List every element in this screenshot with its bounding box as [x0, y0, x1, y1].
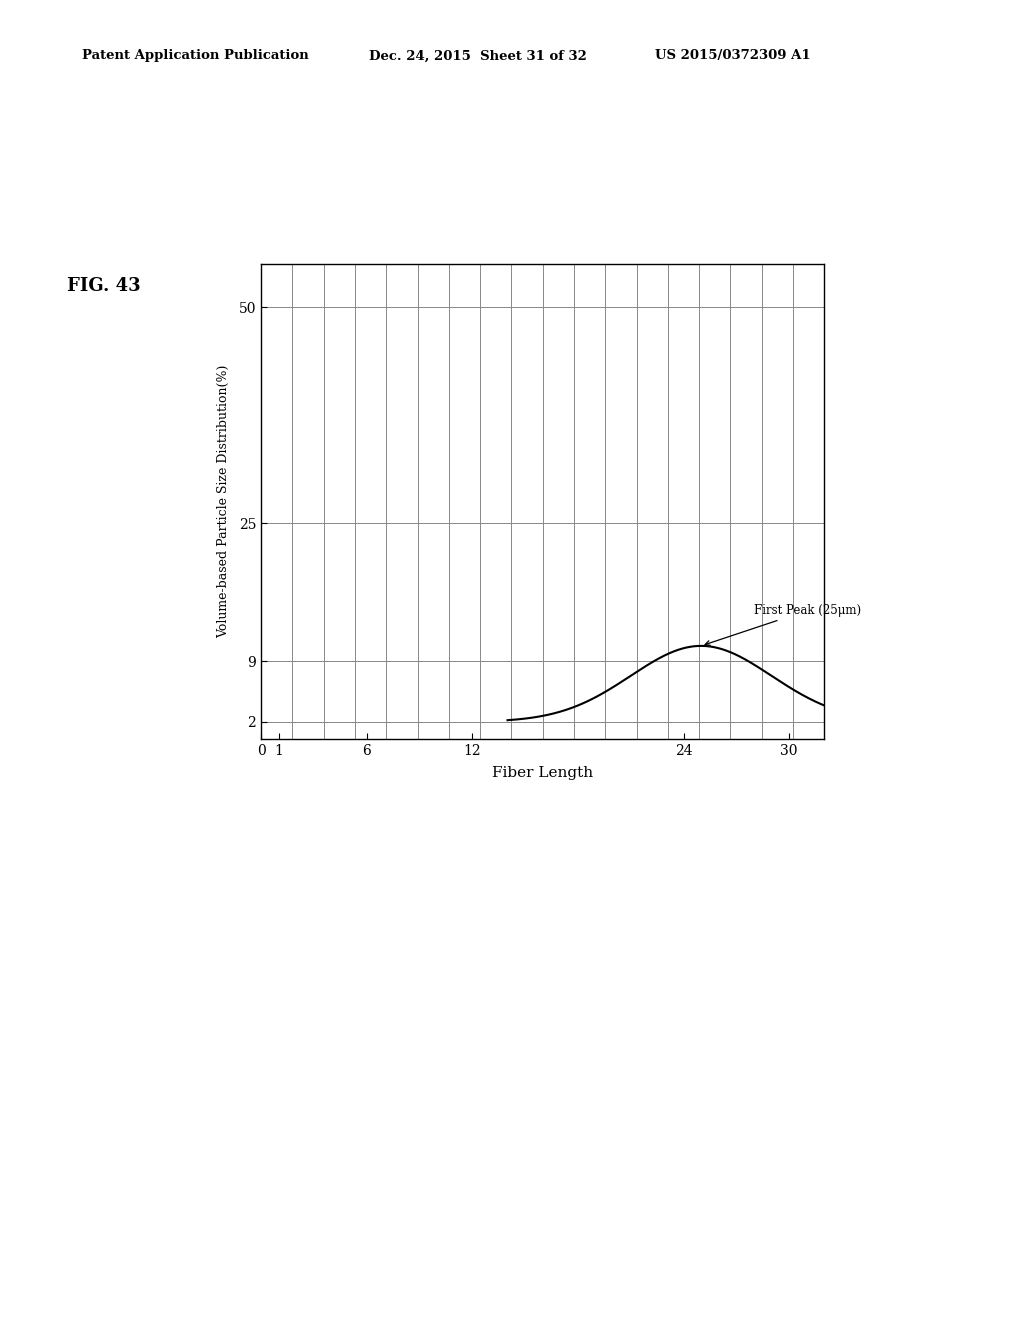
Y-axis label: Volume-based Particle Size Distribution(%): Volume-based Particle Size Distribution(…: [217, 364, 230, 639]
X-axis label: Fiber Length: Fiber Length: [493, 767, 593, 780]
Text: US 2015/0372309 A1: US 2015/0372309 A1: [655, 49, 811, 62]
Text: FIG. 43: FIG. 43: [67, 277, 140, 296]
Text: Patent Application Publication: Patent Application Publication: [82, 49, 308, 62]
Text: First Peak (25μm): First Peak (25μm): [706, 605, 861, 645]
Text: Dec. 24, 2015  Sheet 31 of 32: Dec. 24, 2015 Sheet 31 of 32: [369, 49, 587, 62]
